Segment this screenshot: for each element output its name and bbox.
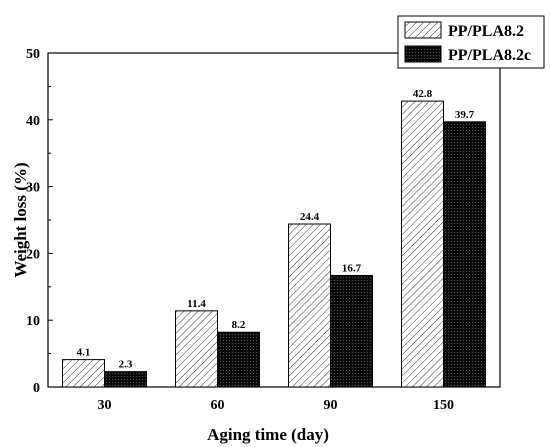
data-label: 4.1 — [77, 347, 91, 359]
x-tick-label: 90 — [324, 398, 338, 413]
x-tick-label: 30 — [98, 398, 112, 413]
legend-label-pp-pla8-2c: PP/PLA8.2c — [448, 47, 531, 64]
bar-pp-pla8-2-90 — [288, 223, 331, 388]
x-axis-title: Aging time (day) — [207, 425, 329, 444]
data-labels: 4.1 2.3 11.4 8.2 24.4 16.7 42.8 39.7 — [77, 88, 475, 371]
x-tick-label: 60 — [211, 398, 225, 413]
y-axis-title: Weight loss (%) — [11, 162, 30, 277]
data-label: 39.7 — [455, 109, 475, 121]
y-tick-label: 40 — [26, 114, 40, 129]
data-label: 16.7 — [342, 262, 362, 274]
data-label: 8.2 — [232, 319, 246, 331]
x-axis: 30 60 90 150 — [98, 382, 454, 413]
legend: PP/PLA8.2 PP/PLA8.2c — [397, 15, 545, 69]
legend-swatch-pp-pla8-2c — [404, 45, 442, 63]
legend-swatch-pp-pla8-2 — [404, 21, 442, 39]
y-tick-label: 50 — [26, 47, 40, 62]
bar-pp-pla8-2c-90 — [330, 274, 373, 388]
y-tick-label: 30 — [26, 181, 40, 196]
y-axis: 0 10 20 30 40 50 — [26, 47, 53, 396]
y-tick-label: 20 — [26, 247, 40, 262]
bar-pp-pla8-2-150 — [401, 100, 444, 388]
legend-label-pp-pla8-2: PP/PLA8.2 — [448, 23, 524, 40]
y-tick-label: 0 — [33, 381, 40, 396]
data-label: 2.3 — [119, 359, 133, 371]
bar-pp-pla8-2-60 — [175, 310, 218, 388]
data-label: 24.4 — [300, 211, 320, 223]
x-tick-label: 150 — [433, 398, 454, 413]
bar-pp-pla8-2c-60 — [217, 331, 260, 388]
bar-pp-pla8-2c-150 — [443, 121, 486, 388]
bars — [62, 100, 486, 388]
bar-pp-pla8-2c-30 — [104, 371, 147, 388]
data-label: 11.4 — [187, 298, 206, 310]
data-label: 42.8 — [413, 88, 433, 100]
y-tick-label: 10 — [26, 314, 40, 329]
bar-pp-pla8-2-30 — [62, 359, 105, 388]
